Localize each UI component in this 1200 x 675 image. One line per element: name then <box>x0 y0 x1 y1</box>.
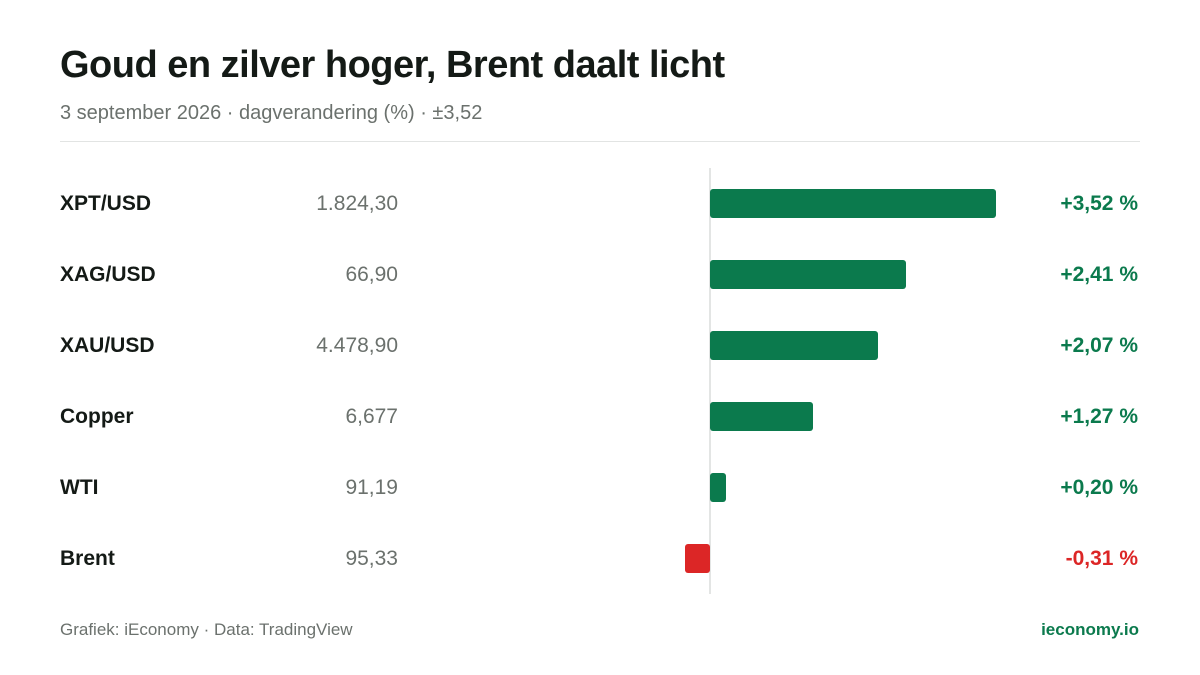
chart-title: Goud en zilver hoger, Brent daalt licht <box>60 44 725 86</box>
category-label: Brent <box>60 547 115 570</box>
chart-row: Brent 95,33 -0,31 % <box>0 523 1200 594</box>
source-note: Grafiek: iEconomy · Data: TradingView <box>60 620 353 639</box>
brand-link[interactable]: ieconomy.io <box>1041 620 1139 639</box>
price-label: 66,90 <box>345 263 398 286</box>
value-label: -0,31 % <box>1065 547 1138 570</box>
zero-axis-line <box>709 168 711 594</box>
value-label: +2,07 % <box>1060 334 1138 357</box>
chart-row: XPT/USD 1.824,30 +3,52 % <box>0 168 1200 239</box>
value-label: +0,20 % <box>1060 476 1138 499</box>
bar <box>710 402 814 431</box>
price-label: 95,33 <box>345 547 398 570</box>
chart-row: XAU/USD 4.478,90 +2,07 % <box>0 310 1200 381</box>
bar <box>710 473 727 502</box>
value-label: +2,41 % <box>1060 263 1138 286</box>
price-label: 6,677 <box>345 405 398 428</box>
chart-subtitle: 3 september 2026 · dagverandering (%) · … <box>60 102 483 124</box>
bar <box>710 189 996 218</box>
price-label: 1.824,30 <box>316 192 398 215</box>
bar <box>710 331 879 360</box>
chart-row: XAG/USD 66,90 +2,41 % <box>0 239 1200 310</box>
header-divider <box>60 141 1140 142</box>
bar <box>684 544 710 573</box>
price-label: 4.478,90 <box>316 334 398 357</box>
price-label: 91,19 <box>345 476 398 499</box>
category-label: WTI <box>60 476 99 499</box>
category-label: Copper <box>60 405 134 428</box>
category-label: XAG/USD <box>60 263 156 286</box>
value-label: +3,52 % <box>1060 192 1138 215</box>
value-label: +1,27 % <box>1060 405 1138 428</box>
chart-row: Copper 6,677 +1,27 % <box>0 381 1200 452</box>
category-label: XPT/USD <box>60 192 152 215</box>
bar <box>710 260 906 289</box>
chart-row: WTI 91,19 +0,20 % <box>0 452 1200 523</box>
category-label: XAU/USD <box>60 334 155 357</box>
